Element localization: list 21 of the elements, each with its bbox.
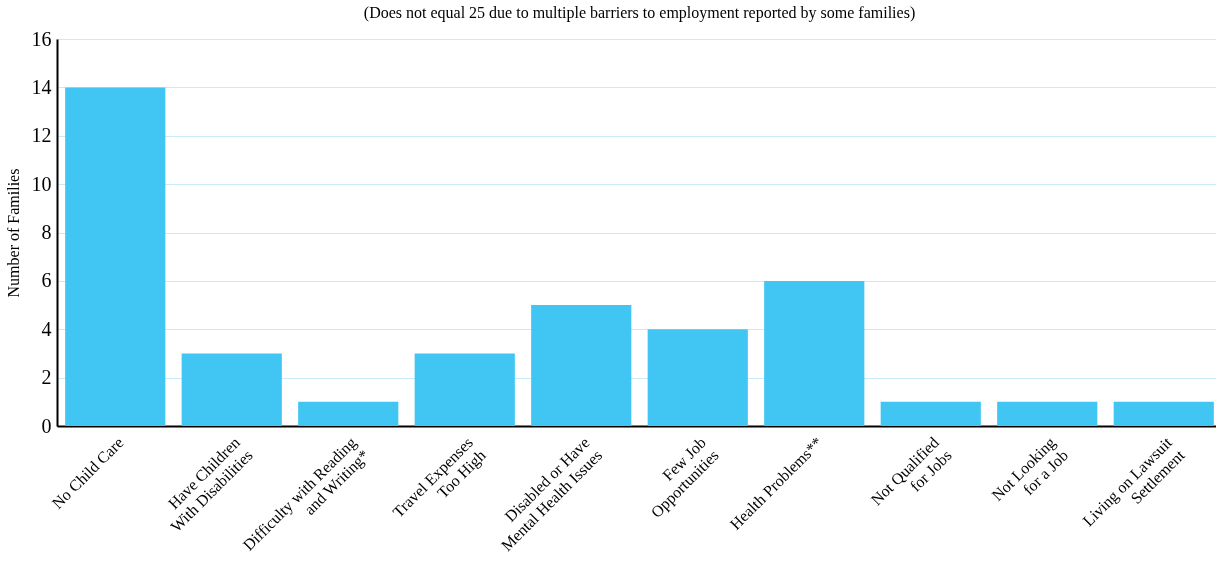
bar	[997, 401, 1098, 426]
y-tick-label: 4	[41, 317, 52, 340]
bar	[1113, 401, 1214, 426]
bar	[880, 401, 981, 426]
bar	[647, 329, 748, 426]
bar	[764, 280, 865, 426]
y-axis-title: Number of Families	[4, 168, 22, 298]
y-tick-label: 14	[31, 75, 52, 98]
bar	[414, 353, 515, 426]
bar	[65, 87, 166, 426]
y-tick-label: 6	[41, 269, 52, 292]
bar	[298, 401, 399, 426]
y-tick-label: 8	[41, 221, 52, 243]
bar	[531, 305, 632, 426]
y-tick-label: 2	[41, 366, 52, 389]
bar	[181, 353, 282, 426]
y-tick-label: 10	[31, 172, 52, 195]
chart-title: (Does not equal 25 due to multiple barriers to employment reported by some families)	[363, 4, 916, 22]
y-tick-label: 16	[31, 27, 52, 50]
y-tick-label: 12	[31, 124, 52, 147]
y-tick-label: 0	[41, 414, 52, 437]
